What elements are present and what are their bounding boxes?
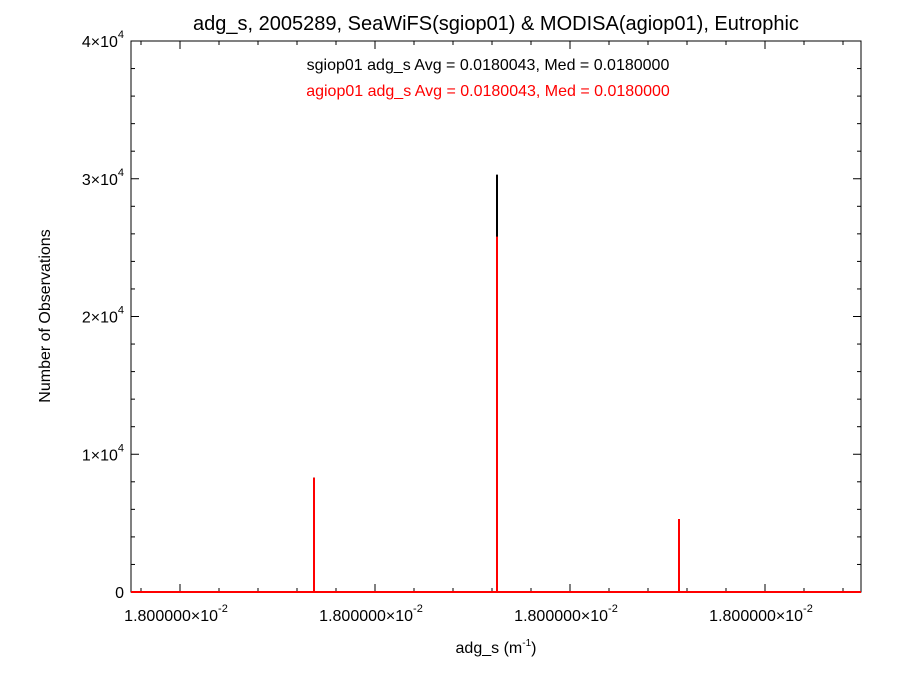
x-tick-label: 1.800000×10-2: [319, 603, 423, 625]
y-tick-label: 4×104: [82, 29, 124, 51]
y-tick-label: 1×104: [82, 442, 124, 464]
annotation-2: agiop01 adg_s Avg = 0.0180043, Med = 0.0…: [306, 83, 670, 100]
y-tick-label: 0: [115, 585, 124, 602]
y-axis-ticks: 0 1×104 2×104 3×104 4×104: [82, 29, 861, 602]
y-axis-label: Number of Observations: [37, 229, 54, 402]
x-axis-label: adg_s (m-1): [456, 638, 537, 657]
x-axis-ticks: 1.800000×10-2 1.800000×10-2 1.800000×10-2 1…: [124, 41, 844, 625]
x-tick-label: 1.800000×10-2: [124, 603, 228, 625]
annotation-1: sgiop01 adg_s Avg = 0.0180043, Med = 0.0…: [307, 57, 670, 74]
y-tick-label: 3×104: [82, 167, 124, 189]
x-tick-label: 1.800000×10-2: [709, 603, 813, 625]
histogram-series: [131, 174, 861, 593]
stats-annotations: sgiop01 adg_s Avg = 0.0180043, Med = 0.0…: [306, 57, 670, 100]
chart-title: adg_s, 2005289, SeaWiFS(sgiop01) & MODIS…: [193, 13, 799, 35]
x-tick-label: 1.800000×10-2: [514, 603, 618, 625]
y-tick-label: 2×104: [82, 305, 124, 327]
